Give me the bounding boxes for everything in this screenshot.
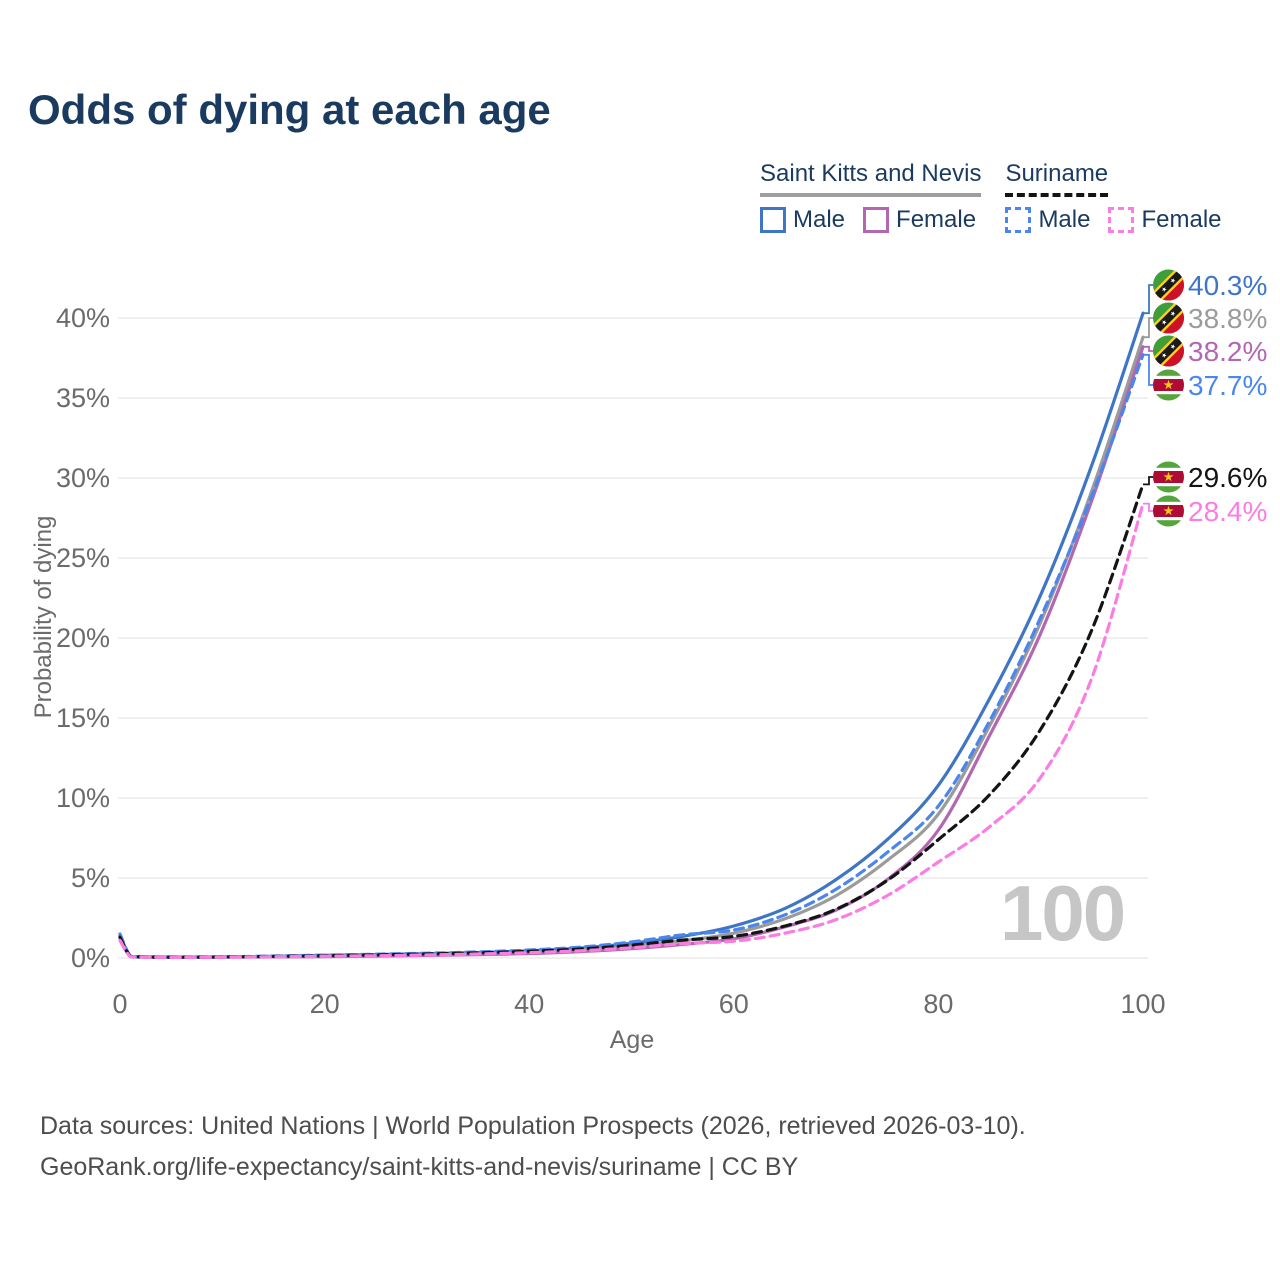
y-axis-tick-label: 35% bbox=[56, 383, 110, 413]
series-line-saint-kitts-and-nevis-female[interactable] bbox=[118, 345, 1145, 960]
saint-kitts-and-nevis-flag-icon bbox=[1149, 332, 1188, 371]
end-value-label: 38.8% bbox=[1188, 303, 1267, 334]
end-value-label: 40.3% bbox=[1188, 270, 1267, 301]
y-axis-tick-label: 10% bbox=[56, 783, 110, 813]
end-label-connector bbox=[1143, 317, 1154, 339]
series-line-suriname-male[interactable] bbox=[118, 353, 1145, 959]
y-axis-tick-label: 5% bbox=[71, 863, 110, 893]
y-axis-tick-label: 15% bbox=[56, 703, 110, 733]
legend-item-sur-female[interactable]: Female bbox=[1108, 206, 1222, 234]
footer: Data sources: United Nations | World Pop… bbox=[40, 1106, 1026, 1188]
end-label-connector bbox=[1143, 502, 1154, 512]
age-watermark: 100 bbox=[1000, 869, 1126, 957]
legend-country-suriname[interactable]: Suriname bbox=[1005, 160, 1109, 197]
x-axis-tick-label: 80 bbox=[923, 989, 953, 1019]
x-axis-tick-label: 100 bbox=[1120, 989, 1165, 1019]
x-axis-tick-label: 0 bbox=[112, 989, 127, 1019]
series-layer bbox=[118, 311, 1145, 960]
y-axis-tick-label: 40% bbox=[56, 303, 110, 333]
end-labels-layer: 40.3%38.8%38.2%37.7% 29.6%28.4% bbox=[1143, 266, 1267, 527]
end-label-connector bbox=[1143, 353, 1154, 386]
end-label-connector bbox=[1143, 345, 1154, 352]
suriname-female-swatch-icon bbox=[1108, 207, 1135, 233]
gridlines-layer bbox=[118, 317, 1148, 959]
series-line-suriname-all[interactable] bbox=[118, 482, 1145, 959]
legend-items-saint-kitts-and-nevis: Male Female bbox=[760, 206, 981, 234]
suriname-flag-icon bbox=[1153, 496, 1184, 527]
legend-group-suriname: Suriname Male Female bbox=[1005, 160, 1222, 234]
y-axis-tick-label: 0% bbox=[71, 943, 110, 973]
legend-item-label: Female bbox=[1141, 206, 1222, 233]
x-axis-tick-label: 40 bbox=[514, 989, 544, 1019]
series-line-saint-kitts-and-nevis-all[interactable] bbox=[118, 335, 1145, 959]
end-value-label: 29.6% bbox=[1188, 462, 1267, 493]
saint-kitts-and-nevis-flag-icon bbox=[1149, 299, 1188, 338]
legend: Saint Kitts and Nevis Male Female Surina… bbox=[760, 160, 1222, 234]
skn-male-swatch-icon bbox=[760, 207, 786, 233]
x-axis-title: Age bbox=[609, 1026, 655, 1054]
suriname-flag-icon bbox=[1153, 462, 1184, 493]
end-value-label: 37.7% bbox=[1188, 370, 1267, 401]
saint-kitts-and-nevis-flag-icon bbox=[1149, 266, 1188, 305]
axis-ticks-layer: 0% 5% 10% 15% 20% 25% 30% 35% 40% 0 20 40 60 80 100 bbox=[56, 303, 1166, 1019]
end-value-label: 38.2% bbox=[1188, 336, 1267, 367]
legend-item-label: Male bbox=[1038, 206, 1091, 233]
y-axis-tick-label: 30% bbox=[56, 463, 110, 493]
y-axis-title: Probability of dying bbox=[30, 515, 57, 719]
legend-item-skn-female[interactable]: Female bbox=[863, 206, 976, 234]
attribution-line: GeoRank.org/life-expectancy/saint-kitts-… bbox=[40, 1153, 799, 1181]
chart-title: Odds of dying at each age bbox=[28, 86, 551, 133]
y-axis-tick-label: 25% bbox=[56, 543, 110, 573]
skn-female-swatch-icon bbox=[863, 207, 890, 233]
legend-item-label: Female bbox=[896, 206, 977, 233]
end-label-connector bbox=[1143, 476, 1154, 486]
legend-items-suriname: Male Female bbox=[1005, 206, 1222, 234]
legend-item-label: Male bbox=[793, 206, 846, 233]
suriname-flag-icon bbox=[1153, 370, 1184, 401]
legend-country-saint-kitts-and-nevis[interactable]: Saint Kitts and Nevis bbox=[760, 160, 982, 197]
data-sources-line: Data sources: United Nations | World Pop… bbox=[40, 1112, 1026, 1140]
x-axis-tick-label: 60 bbox=[719, 989, 749, 1019]
series-line-saint-kitts-and-nevis-male[interactable] bbox=[118, 311, 1145, 959]
end-label-connector bbox=[1143, 284, 1154, 315]
suriname-male-swatch-icon bbox=[1005, 207, 1032, 233]
series-line-suriname-female[interactable] bbox=[118, 502, 1145, 960]
legend-item-sur-male[interactable]: Male bbox=[1005, 206, 1090, 234]
legend-group-saint-kitts-and-nevis: Saint Kitts and Nevis Male Female bbox=[760, 160, 982, 234]
end-value-label: 28.4% bbox=[1188, 496, 1267, 527]
x-axis-tick-label: 20 bbox=[310, 989, 340, 1019]
legend-item-skn-male[interactable]: Male bbox=[760, 206, 845, 234]
y-axis-tick-label: 20% bbox=[56, 623, 110, 653]
